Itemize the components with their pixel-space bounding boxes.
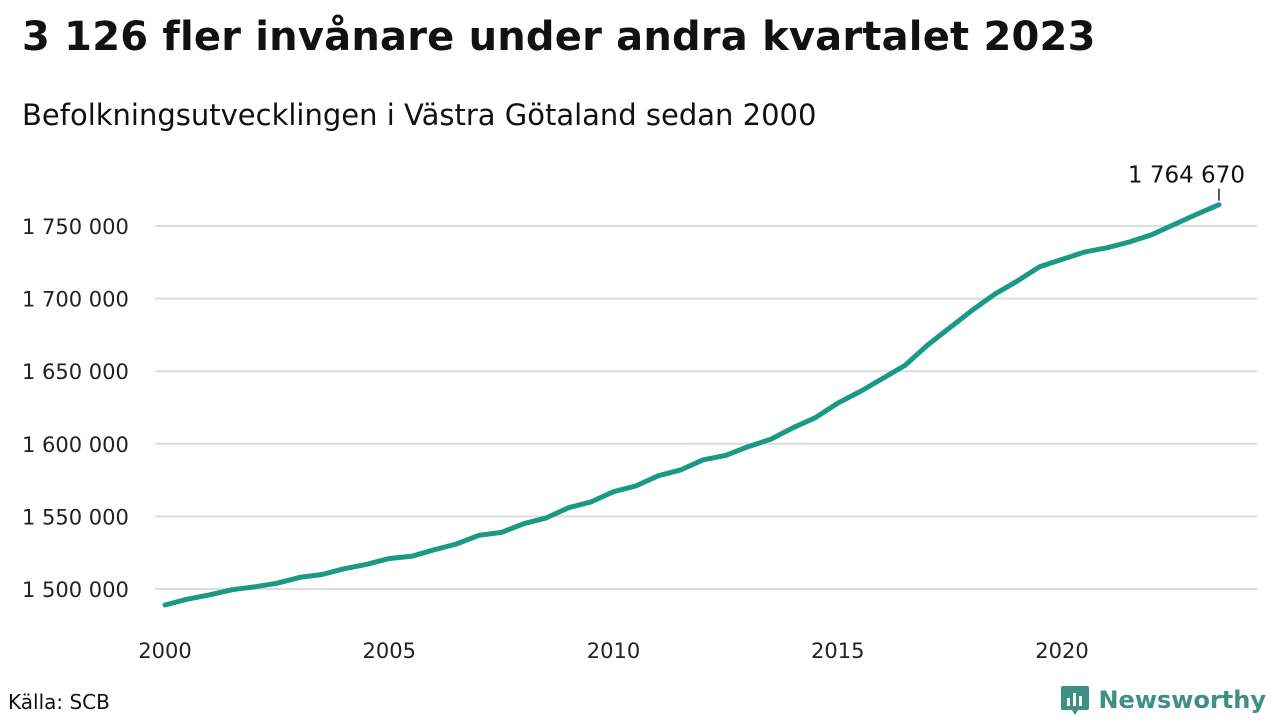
bar-chart-logo-icon: [1061, 686, 1090, 715]
source-label: Källa: SCB: [8, 690, 110, 714]
brand-logo[interactable]: Newsworthy: [1060, 684, 1266, 716]
y-tick-label: 1 600 000: [22, 433, 129, 457]
y-tick-label: 1 750 000: [22, 215, 129, 239]
end-value-label: 1 764 670: [1128, 163, 1245, 189]
chart-subtitle: Befolkningsutvecklingen i Västra Götalan…: [22, 98, 817, 132]
line-chart: 1 500 000 1 550 000 1 600 000 1 650 000 1 70…: [22, 163, 1257, 663]
x-tick-label: 2000: [138, 639, 191, 663]
x-tick-label: 2005: [363, 639, 416, 663]
y-tick-label: 1 550 000: [22, 505, 129, 529]
brand-name: Newsworthy: [1098, 686, 1266, 714]
y-tick-label: 1 500 000: [22, 578, 129, 602]
y-tick-label: 1 650 000: [22, 360, 129, 384]
x-tick-label: 2020: [1035, 639, 1088, 663]
series-line: [162, 202, 1222, 608]
x-tick-label: 2010: [587, 639, 640, 663]
chart-title: 3 126 fler invånare under andra kvartale…: [22, 14, 1096, 60]
y-tick-label: 1 700 000: [22, 288, 129, 312]
x-tick-label: 2015: [811, 639, 864, 663]
